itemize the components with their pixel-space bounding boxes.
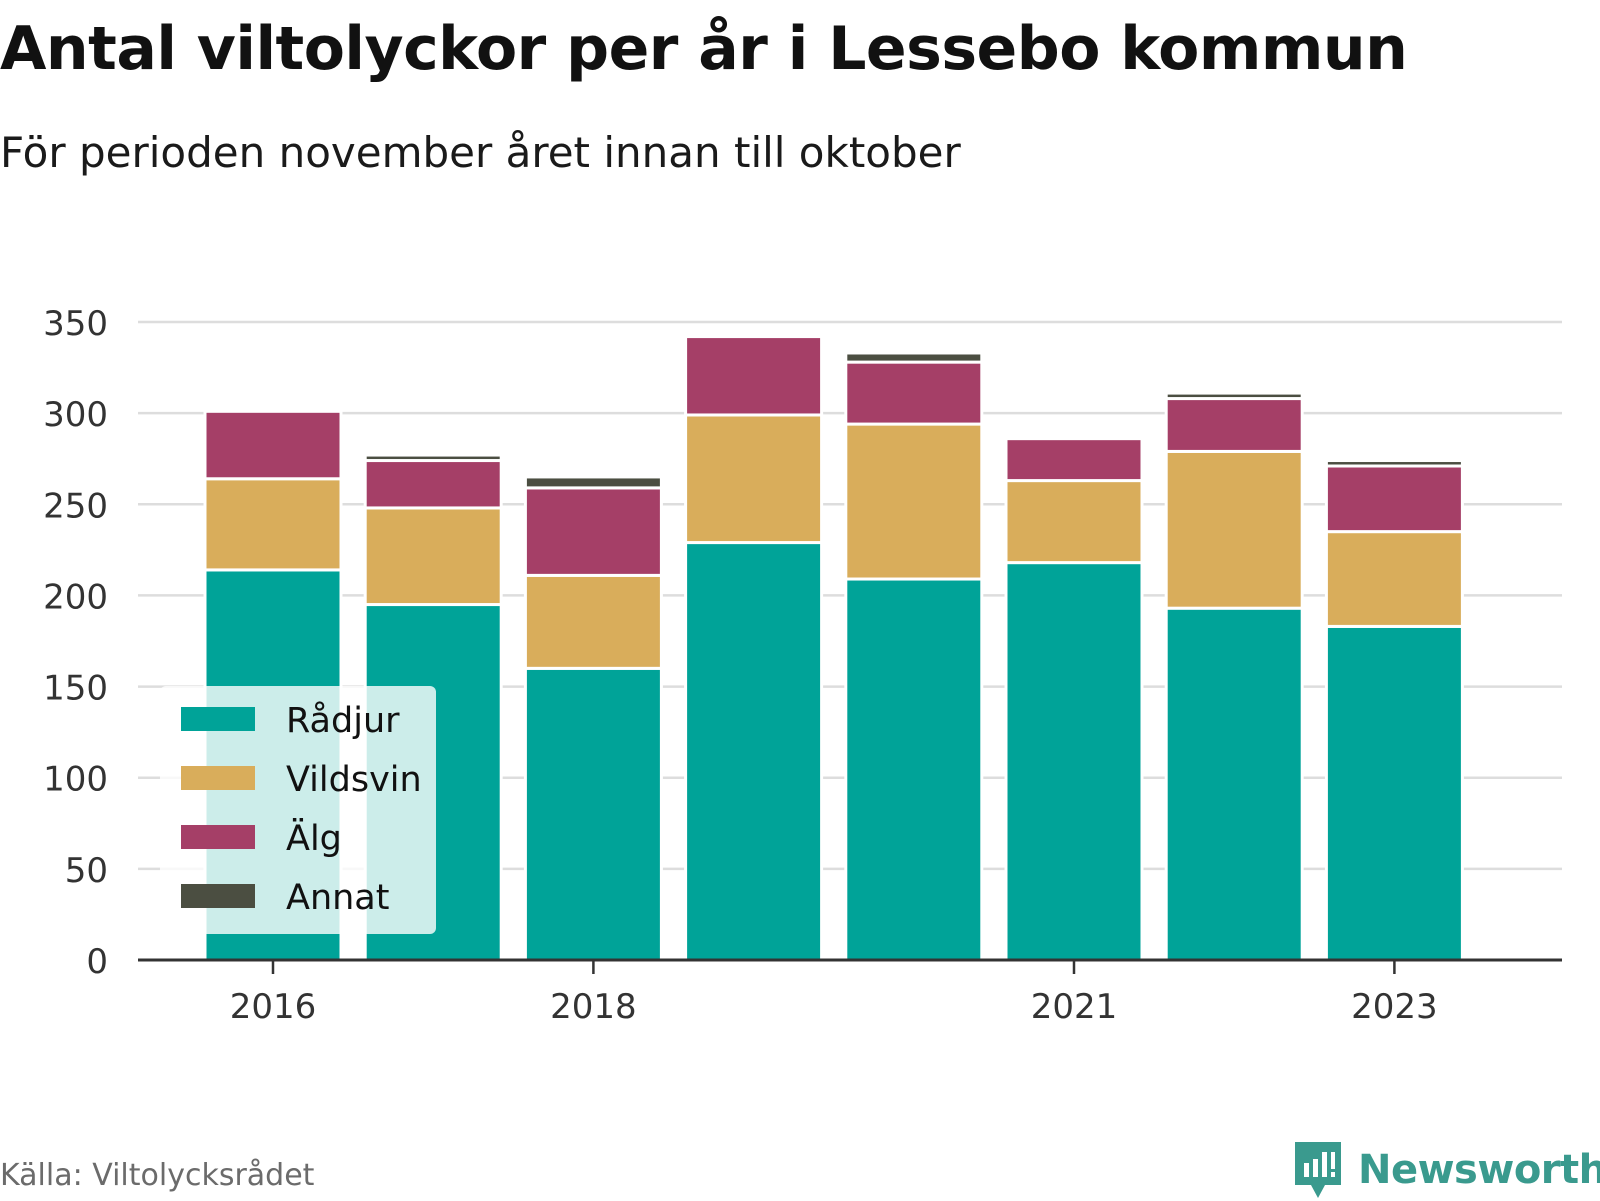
y-tick-label: 150 (43, 669, 108, 709)
bar-segment (523, 486, 663, 577)
bar-segment (1164, 606, 1304, 962)
chart-subtitle: För perioden november året innan till ok… (0, 128, 961, 177)
legend-swatch (181, 766, 255, 790)
legend-swatch (181, 884, 255, 908)
bar-segment (1324, 530, 1464, 628)
x-tick-label: 2023 (1351, 987, 1438, 1027)
bar-segment (1324, 459, 1464, 468)
bar-segment (844, 360, 984, 426)
bar-segment (523, 666, 663, 962)
bar-segment (844, 351, 984, 364)
brand-name: Newsworthy (1358, 1147, 1600, 1193)
legend-label: Älg (286, 817, 342, 859)
bar-segment (844, 577, 984, 962)
bar-segment (203, 477, 343, 572)
bar-segment (1324, 624, 1464, 962)
y-tick-label: 250 (43, 486, 108, 526)
bar-segment (1324, 464, 1464, 534)
bar-segment (363, 506, 503, 607)
y-tick-label: 350 (43, 304, 108, 344)
bar-segment (1164, 449, 1304, 610)
y-tick-label: 100 (43, 760, 108, 800)
bar-segment (1164, 397, 1304, 453)
bar-segment (1004, 437, 1144, 483)
y-axis: 0 50 100 150 200 250 300 350 (43, 304, 108, 982)
bar-segment (523, 573, 663, 670)
bar-segment (1004, 561, 1144, 962)
legend-swatch (181, 825, 255, 849)
source-note: Källa: Viltolycksrådet (0, 1158, 315, 1193)
brand-logo: Newsworthy (1292, 1140, 1600, 1200)
newsworthy-logo-icon (1295, 1142, 1341, 1198)
bar-segment (844, 422, 984, 581)
legend-label: Vildsvin (286, 760, 422, 800)
bar-segment (363, 453, 503, 463)
x-axis: 2016 2018 2021 2023 (138, 958, 1562, 1027)
y-tick-label: 50 (65, 851, 108, 891)
bar-segment (1004, 479, 1144, 565)
x-tick-label: 2021 (1031, 987, 1118, 1027)
bar-segment (1164, 391, 1304, 401)
bar-segment (363, 459, 503, 510)
bar-segment (684, 413, 824, 545)
legend-swatch (181, 707, 255, 731)
legend-label: Annat (286, 878, 389, 918)
x-tick-label: 2018 (550, 987, 637, 1027)
x-tick-label: 2016 (230, 987, 317, 1027)
y-tick-label: 200 (43, 577, 108, 617)
bar-segment (523, 475, 663, 490)
legend: Rådjur Vildsvin Älg Annat (160, 686, 436, 934)
y-tick-label: 0 (86, 942, 108, 982)
chart-title: Antal viltolyckor per år i Lessebo kommu… (0, 14, 1408, 84)
legend-box (160, 686, 436, 934)
legend-label: Rådjur (286, 700, 400, 741)
bar-segment (684, 541, 824, 962)
bar-segment (203, 409, 343, 481)
y-tick-label: 300 (43, 395, 108, 435)
bar-segment (684, 335, 824, 417)
